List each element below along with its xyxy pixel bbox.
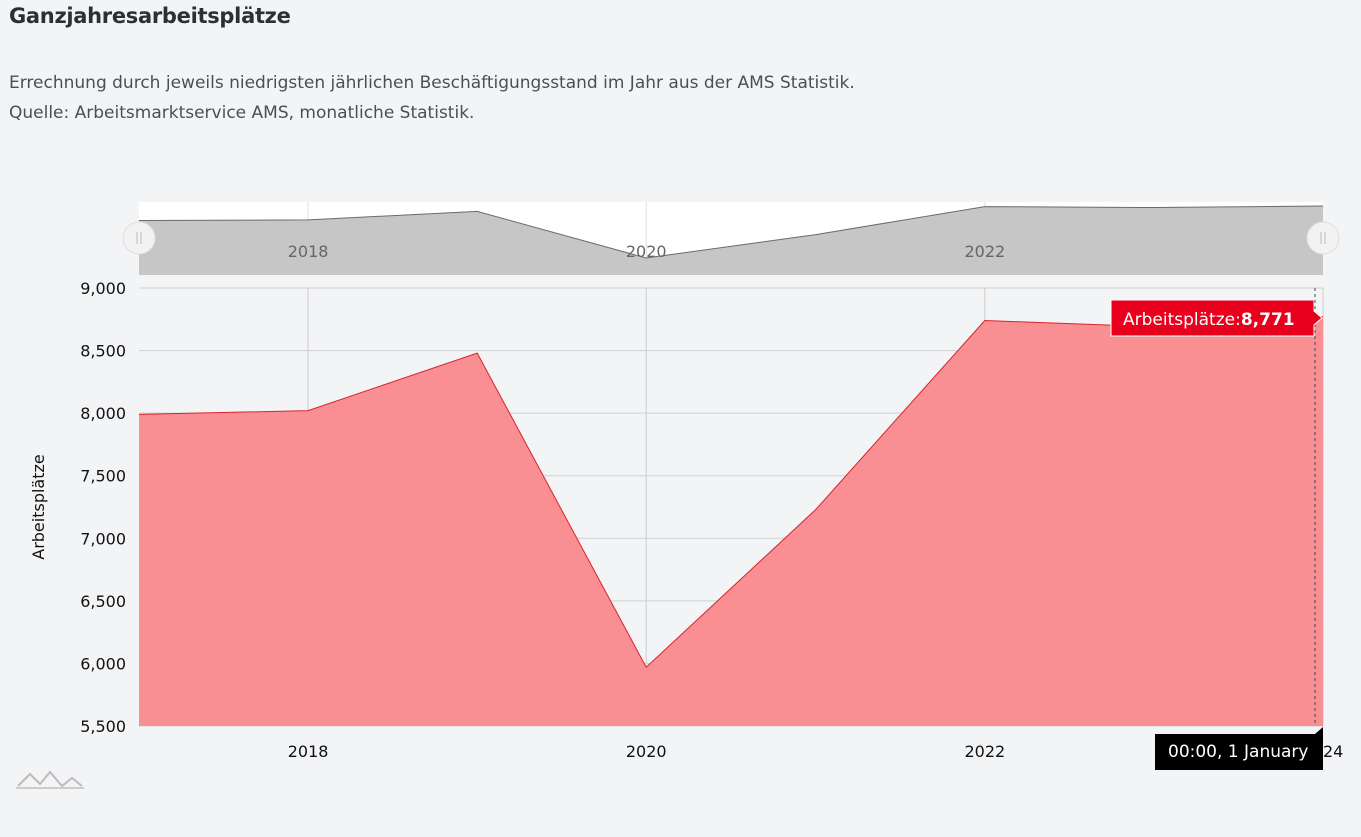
- navigator[interactable]: 2018 2020 2022: [122, 202, 1340, 275]
- y-tick-label: 9,000: [80, 279, 126, 298]
- navigator-area: [139, 206, 1323, 275]
- tooltip-label: Arbeitsplätze:: [1123, 310, 1241, 330]
- navigator-tick-label: 2018: [288, 242, 329, 261]
- y-tick-label: 8,000: [80, 404, 126, 423]
- y-tick-label: 7,500: [80, 467, 126, 486]
- y-axis-label: Arbeitsplätze: [29, 454, 48, 560]
- crosshair-date-label: 24 00:00, 1 January: [1155, 727, 1343, 770]
- y-tick-label: 6,000: [80, 654, 126, 673]
- x-tick-label: 2018: [288, 742, 329, 761]
- navigator-labels: 2018 2020 2022: [288, 242, 1005, 261]
- navigator-line: [138, 205, 1324, 259]
- navigator-handle-left[interactable]: [122, 221, 156, 255]
- chart-description: Errechnung durch jeweils niedrigsten jäh…: [9, 73, 855, 93]
- chart-title: Ganzjahresarbeitsplätze: [9, 4, 291, 28]
- date-label-text: 00:00, 1 January: [1168, 742, 1308, 762]
- tooltip-text: Arbeitsplätze:8,771: [1123, 310, 1295, 330]
- tooltip: Arbeitsplätze:8,771: [1110, 299, 1323, 337]
- date-label-background: [1155, 727, 1323, 770]
- y-tick-label: 5,500: [80, 717, 126, 736]
- handle-circle[interactable]: [122, 221, 156, 255]
- chart-source: Quelle: Arbeitsmarktservice AMS, monatli…: [9, 103, 475, 123]
- data-point[interactable]: [982, 318, 988, 324]
- navigator-tick-label: 2022: [964, 242, 1005, 261]
- data-point[interactable]: [136, 411, 142, 417]
- data-point[interactable]: [305, 408, 311, 414]
- y-tick-label: 6,500: [80, 592, 126, 611]
- tooltip-value: 8,771: [1241, 310, 1295, 330]
- x-tick-label-overflow: 24: [1323, 742, 1343, 761]
- area-series-fill[interactable]: [139, 316, 1323, 726]
- chart-logo-icon: [16, 770, 84, 789]
- y-tick-label: 8,500: [80, 342, 126, 361]
- navigator-handle-right[interactable]: [1306, 221, 1340, 255]
- data-point[interactable]: [643, 664, 649, 670]
- y-tick-label: 7,000: [80, 529, 126, 548]
- x-tick-label: 2022: [964, 742, 1005, 761]
- x-tick-label: 2020: [626, 742, 667, 761]
- data-point[interactable]: [474, 350, 480, 356]
- tooltip-background: [1110, 299, 1323, 337]
- handle-circle[interactable]: [1306, 221, 1340, 255]
- navigator-tick-label: 2020: [626, 242, 667, 261]
- data-point[interactable]: [813, 507, 819, 513]
